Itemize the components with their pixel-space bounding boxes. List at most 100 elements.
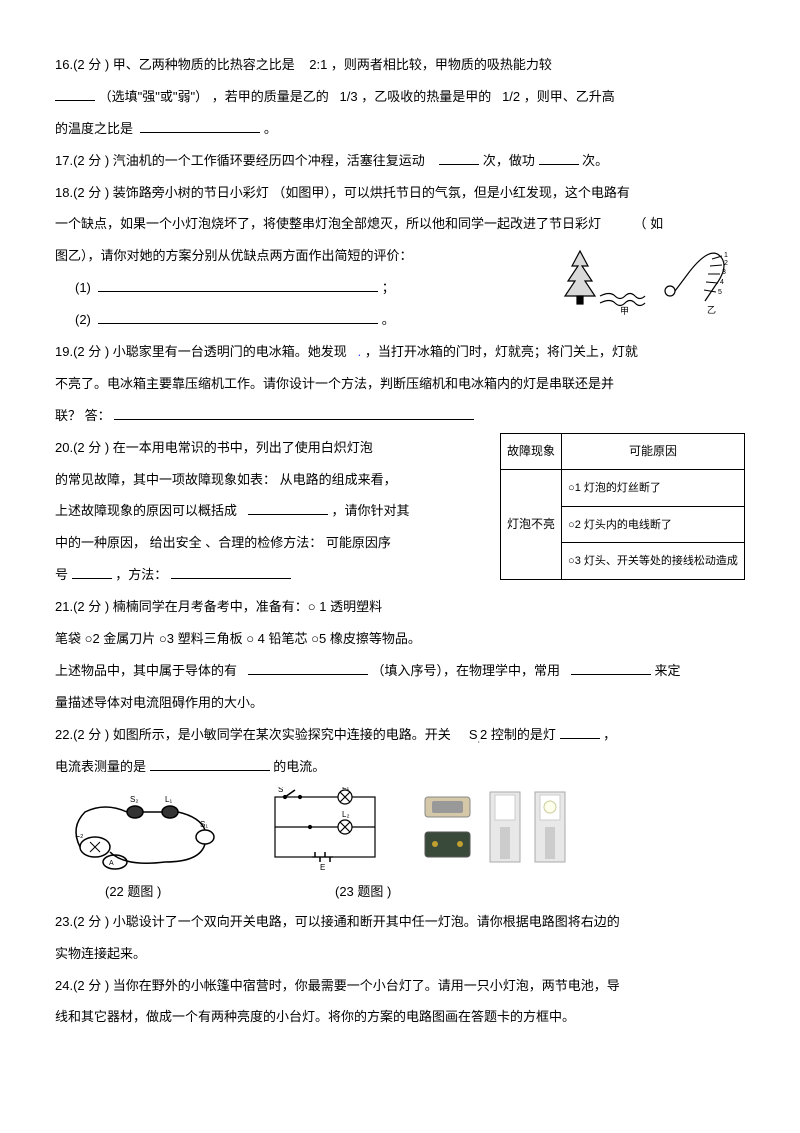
- circuit-photo-22: L₂ S₂ L₁ S₁ A: [65, 787, 230, 872]
- q21-t6: 量描述导体对电流阻碍作用的大小。: [55, 695, 263, 710]
- question-22-l2: 电流表测量的是 的电流。: [55, 752, 745, 782]
- svg-text:A: A: [109, 860, 114, 867]
- svg-text:1: 1: [724, 252, 728, 259]
- q16-t3: 的温度之比是: [55, 121, 133, 136]
- circuit-schematic-23: L₁ L₂ S E: [260, 787, 390, 872]
- table-cause-2: ○2 灯头内的电线断了: [562, 506, 745, 543]
- question-23-l1: 23.(2 分 ) 小聪设计了一个双向开关电路，可以接通和断开其中任一灯泡。请你…: [55, 907, 745, 937]
- q20-t5: 中的一种原因， 给出安全 、合理的检修方法： 可能原因序: [55, 535, 391, 550]
- q20-t1: 20.(2 分 ) 在一本用电常识的书中，列出了使用白炽灯泡: [55, 440, 373, 455]
- svg-text:S: S: [278, 787, 283, 794]
- q18-i1: (1): [75, 280, 91, 295]
- blank[interactable]: [560, 725, 600, 739]
- blank[interactable]: [571, 661, 651, 675]
- blank[interactable]: [114, 406, 474, 420]
- q16-f1: 1/3 ，乙吸收的热量是甲的: [340, 89, 492, 104]
- q24-t1: 24.(2 分 ) 当你在野外的小帐篷中宿营时，你最需要一个小台灯了。请用一只小…: [55, 978, 620, 993]
- table-row-label: 灯泡不亮: [501, 470, 562, 580]
- blank[interactable]: [72, 565, 112, 579]
- svg-text:L₂: L₂: [342, 810, 350, 819]
- q19-t2: ，当打开冰箱的门时，灯就亮；将门关上，灯就: [365, 344, 638, 359]
- question-16: 16.(2 分 ) 甲、乙两种物质的比热容之比是 2:1 ，则两者相比较，甲物质…: [55, 50, 745, 80]
- blank[interactable]: [439, 151, 479, 165]
- q16-end: 。: [264, 121, 277, 136]
- blank[interactable]: [171, 565, 291, 579]
- q20-t2: 的常见故障，其中一项故障现象如表： 从电路的组成来看，: [55, 472, 397, 487]
- circuit-images: L₂ S₂ L₁ S₁ A L₁ L₂: [55, 787, 745, 872]
- q21-t3: 上述物品中，其中属于导体的有: [55, 663, 237, 678]
- question-18-l2: 一个缺点，如果一个小灯泡烧坏了，将使整串灯泡全部熄灭，所以他和同学一起改进了节日…: [55, 209, 745, 239]
- question-16-line3: 的温度之比是 。: [55, 114, 745, 144]
- question-20-row: 20.(2 分 ) 在一本用电常识的书中，列出了使用白炽灯泡 的常见故障，其中一…: [55, 433, 745, 656]
- q22-t2: S: [469, 727, 478, 742]
- q16-t2: （选填"强"或"弱"） ，若甲的质量是乙的: [99, 89, 329, 104]
- table-cause-1: ○1 灯泡的灯丝断了: [562, 470, 745, 507]
- q20-t3: 上述故障现象的原因可以概括成: [55, 503, 237, 518]
- svg-text:5: 5: [718, 289, 722, 296]
- question-19-l3: 联？ 答：: [55, 401, 745, 431]
- blank[interactable]: [150, 757, 270, 771]
- q18-pd: 。: [382, 312, 395, 327]
- table-header-1: 故障现象: [501, 433, 562, 470]
- caption-23: (23 题图 ): [335, 877, 391, 907]
- q18-t3: （ 如: [634, 216, 664, 231]
- svg-text:3: 3: [722, 269, 726, 276]
- q18-t1: 18.(2 分 ) 装饰路旁小树的节日小彩灯 （如图甲），可以烘托节日的气氛，但…: [55, 185, 630, 200]
- q18-t2: 一个缺点，如果一个小灯泡烧坏了，将使整串灯泡全部熄灭，所以他和同学一起改进了节日…: [55, 216, 601, 231]
- q16-f2: 1/2 ，则甲、乙升高: [502, 89, 615, 104]
- q19-t1: 19.(2 分 ) 小聪家里有一台透明门的电冰箱。她发现: [55, 344, 347, 359]
- fault-table: 故障现象 可能原因 灯泡不亮 ○1 灯泡的灯丝断了 ○2 灯头内的电线断了 ○3…: [500, 433, 745, 580]
- question-21-l4: 量描述导体对电流阻碍作用的大小。: [55, 688, 745, 718]
- svg-text:E: E: [320, 863, 325, 872]
- svg-text:L₁: L₁: [165, 795, 172, 804]
- caption-row: (22 题图 ) (23 题图 ): [55, 877, 745, 907]
- question-22-l1: 22.(2 分 ) 如图所示，是小敏同学在某次实验探究中连接的电路。开关 S.2…: [55, 720, 745, 750]
- q22-t3: 2 控制的是灯: [480, 727, 556, 742]
- components-photo-23: [420, 787, 575, 872]
- blank[interactable]: [55, 87, 95, 101]
- question-24-l1: 24.(2 分 ) 当你在野外的小帐篷中宿营时，你最需要一个小台灯了。请用一只小…: [55, 971, 745, 1001]
- svg-text:L₁: L₁: [342, 787, 349, 791]
- q20-t7: ，方法：: [115, 567, 167, 582]
- blue-dot: .: [350, 344, 361, 359]
- q17-t3: 次。: [582, 153, 608, 168]
- table-cause-3: ○3 灯头、开关等处的接线松动造成: [562, 543, 745, 580]
- q22-t6: 的电流。: [273, 759, 325, 774]
- q17-t1: 17.(2 分 ) 汽油机的一个工作循环要经历四个冲程，活塞往复运动: [55, 153, 425, 168]
- q21-t2: 笔袋 ○2 金属刀片 ○3 塑料三角板 ○ 4 铅笔芯 ○5 橡皮擦等物品。: [55, 631, 421, 646]
- svg-text:S₂: S₂: [130, 795, 138, 804]
- q22-t4: ，: [603, 727, 616, 742]
- q19-t4: 联？ 答：: [55, 408, 111, 423]
- q21-t1: 21.(2 分 ) 楠楠同学在月考备考中，准备有：○ 1 透明塑料: [55, 599, 382, 614]
- q19-t3: 不亮了。电冰箱主要靠压缩机工作。请你设计一个方法，判断压缩机和电冰箱内的灯是串联…: [55, 376, 614, 391]
- blank[interactable]: [140, 119, 260, 133]
- svg-text:甲: 甲: [620, 306, 629, 316]
- q23-t2: 实物连接起来。: [55, 946, 146, 961]
- q18-t4: 图乙），请你对她的方案分别从优缺点两方面作出简短的评价：: [55, 248, 413, 263]
- svg-text:4: 4: [720, 279, 724, 286]
- question-19-l1: 19.(2 分 ) 小聪家里有一台透明门的电冰箱。她发现 . ，当打开冰箱的门时…: [55, 337, 745, 367]
- q16-text: 16.(2 分 ) 甲、乙两种物质的比热容之比是: [55, 57, 295, 72]
- q23-t1: 23.(2 分 ) 小聪设计了一个双向开关电路，可以接通和断开其中任一灯泡。请你…: [55, 914, 620, 929]
- blank[interactable]: [248, 501, 328, 515]
- q24-t2: 线和其它器材，做成一个有两种亮度的小台灯。将你的方案的电路图画在答题卡的方框中。: [55, 1009, 575, 1024]
- question-18-l1: 18.(2 分 ) 装饰路旁小树的节日小彩灯 （如图甲），可以烘托节日的气氛，但…: [55, 178, 745, 208]
- q18-sc: ；: [382, 280, 395, 295]
- blank[interactable]: [98, 278, 378, 292]
- question-19-l2: 不亮了。电冰箱主要靠压缩机工作。请你设计一个方法，判断压缩机和电冰箱内的灯是串联…: [55, 369, 745, 399]
- svg-text:2: 2: [724, 260, 728, 267]
- q16-ratio: 2:1 ，则两者相比较，甲物质的吸热能力较: [309, 57, 552, 72]
- blank[interactable]: [98, 310, 378, 324]
- question-18-row: 图乙），请你对她的方案分别从优缺点两方面作出简短的评价： (1) ； (2) 。…: [55, 241, 745, 337]
- blank[interactable]: [539, 151, 579, 165]
- blank[interactable]: [248, 661, 368, 675]
- q20-t4: ，请你针对其: [331, 503, 409, 518]
- q18-i2: (2): [75, 312, 91, 327]
- q22-t5: 电流表测量的是: [55, 759, 146, 774]
- q17-t2: 次，做功: [483, 153, 535, 168]
- question-23-l2: 实物连接起来。: [55, 939, 745, 969]
- q21-t4: （填入序号），在物理学中，常用: [371, 663, 560, 678]
- tree-lights-diagram: 甲 1 2 3 4 5 乙: [560, 241, 745, 316]
- table-header-2: 可能原因: [562, 433, 745, 470]
- q21-t5: 来定: [654, 663, 680, 678]
